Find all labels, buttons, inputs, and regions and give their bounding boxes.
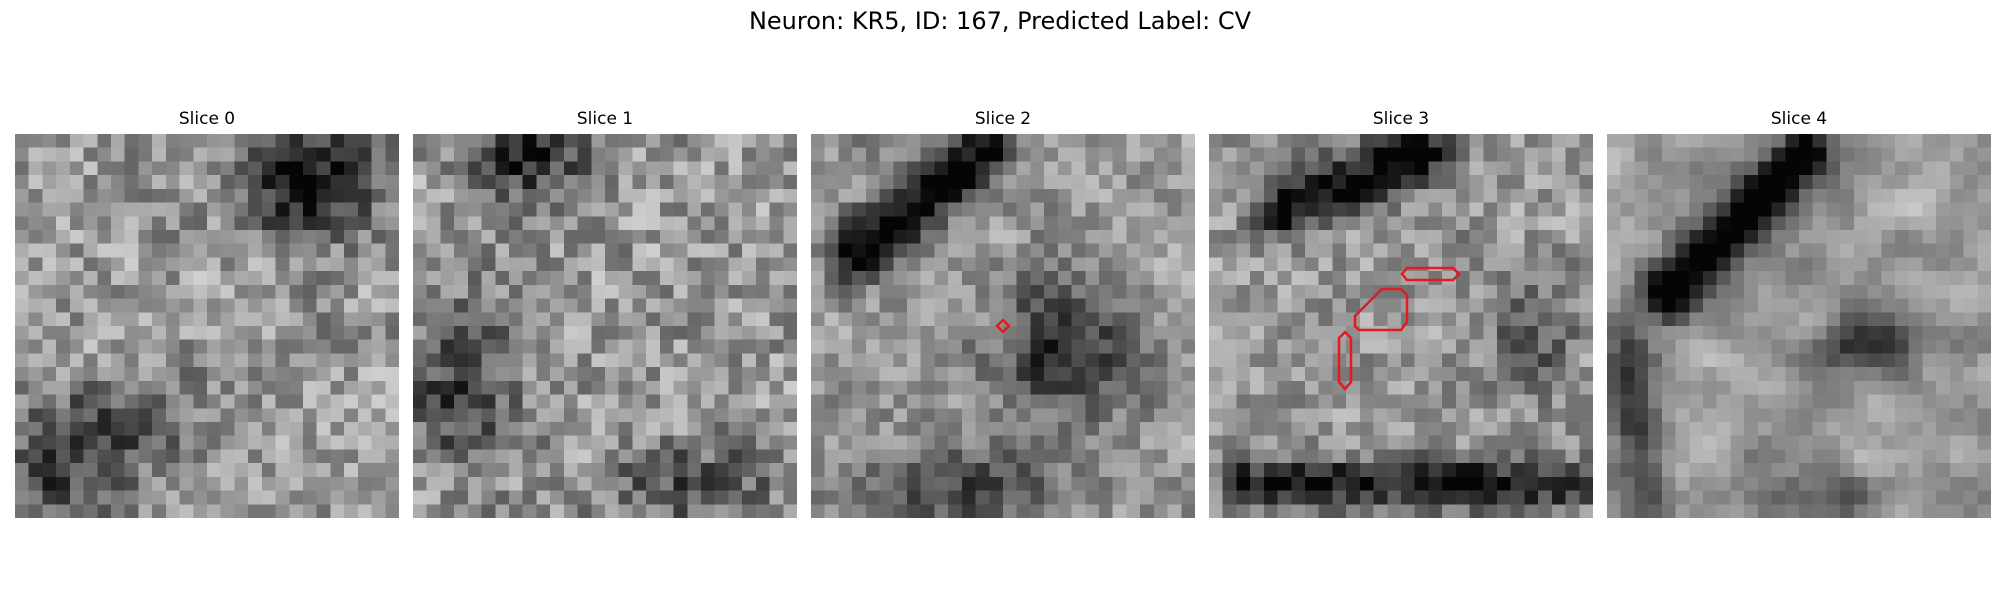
slice-3-canvas <box>1209 134 1593 518</box>
slice-image <box>1607 134 1991 518</box>
segmentation-contour <box>1353 287 1409 332</box>
segmentation-contour <box>1337 330 1353 391</box>
slice-1-canvas <box>413 134 797 518</box>
slice-title: Slice 4 <box>1770 109 1828 129</box>
slice-2-canvas <box>811 134 1195 518</box>
slice-title: Slice 0 <box>178 109 236 129</box>
slice-0-canvas <box>15 134 399 518</box>
slice-image <box>1209 134 1593 518</box>
slice-image <box>811 134 1195 518</box>
slice-image <box>413 134 797 518</box>
segmentation-contour-overlay <box>1337 266 1461 391</box>
segmentation-contour <box>995 318 1011 334</box>
slice-title: Slice 1 <box>576 109 634 129</box>
slice-title: Slice 2 <box>974 109 1032 129</box>
slice-4-canvas <box>1607 134 1991 518</box>
segmentation-contour-overlay <box>995 318 1011 334</box>
figure-title: Neuron: KR5, ID: 167, Predicted Label: C… <box>748 7 1252 35</box>
segmentation-contour <box>1400 266 1461 282</box>
slice-title: Slice 3 <box>1372 109 1430 129</box>
slice-image <box>15 134 399 518</box>
